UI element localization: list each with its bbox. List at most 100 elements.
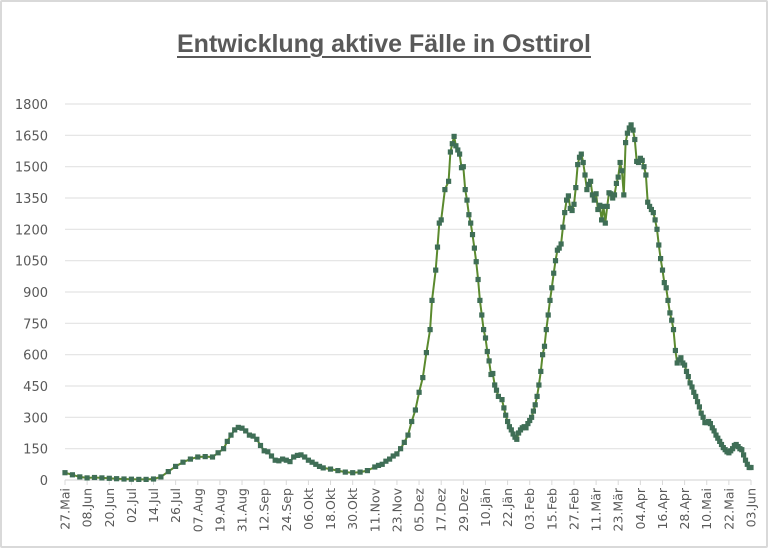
data-marker [654,226,660,232]
data-marker [276,458,282,464]
data-marker [173,463,179,469]
data-marker [202,454,208,460]
x-tick-label: 22.Jän [500,488,515,527]
data-marker [560,224,566,230]
x-tick-label: 11.Mär [589,487,604,531]
x-tick-label: 12.Sep [257,488,272,532]
data-marker [730,446,736,452]
data-marker [232,427,238,433]
data-marker [693,393,699,399]
y-tick-label: 1650 [15,129,48,144]
data-marker [383,458,389,464]
data-marker [685,374,691,380]
x-tick-label: 10.Jän [478,488,493,527]
data-marker [320,465,326,471]
data-marker [209,454,216,460]
data-marker [294,452,300,458]
data-marker [742,457,749,463]
data-marker [287,459,293,465]
data-marker [268,453,275,459]
data-marker [235,424,241,430]
data-marker [357,469,363,475]
data-marker [650,210,656,216]
data-marker [556,245,562,251]
data-marker [305,457,311,463]
data-marker [316,463,323,469]
data-marker [663,285,669,291]
data-marker [689,384,695,390]
data-marker [462,187,468,193]
series-line [64,123,751,481]
data-marker [143,476,149,482]
y-tick-label: 150 [23,443,48,458]
data-marker [265,449,271,455]
data-marker [565,193,571,199]
x-tick-label: 04.Apr [633,487,648,529]
data-marker [327,466,334,472]
x-tick-label: 14.Jul [146,488,161,523]
data-marker [254,436,260,442]
x-tick-label: 07.Aug [190,488,205,532]
data-marker [228,432,234,438]
data-marker [647,203,653,209]
data-marker [446,178,452,184]
y-tick-label: 1050 [15,255,48,270]
data-marker [547,297,553,303]
data-marker [466,212,472,218]
data-marker [588,178,594,184]
data-marker [350,470,356,476]
data-marker [427,327,433,333]
x-axis: 27.Mai 08.Jun 20.Jun 02.Jul 14.Jul 26.Jul 07.A… [58,479,759,532]
y-axis: 0 150 300 450 600 750 900 1050 1200 1350 1500 1650 1… [15,98,48,489]
data-marker [586,181,592,187]
data-marker [678,355,684,361]
data-marker [536,382,542,388]
data-marker [529,414,535,420]
data-marker [416,389,422,395]
data-marker [573,185,579,191]
data-marker [508,427,514,433]
data-marker [516,430,522,436]
data-marker [641,164,647,170]
data-marker [420,375,426,381]
data-marker [645,199,651,205]
gridlines [65,103,751,450]
data-marker [280,456,286,462]
data-marker [379,461,385,467]
data-marker [687,380,693,386]
data-marker [302,454,308,460]
data-marker [128,476,134,482]
x-tick-label: 27.Feb [566,488,581,530]
data-marker [471,245,477,251]
data-marker [582,172,588,178]
data-marker [505,418,511,425]
data-marker [576,154,583,160]
data-marker [624,130,630,136]
data-marker [91,474,98,481]
data-marker [580,159,586,166]
data-marker [530,408,536,414]
y-tick-label: 1800 [15,98,48,113]
x-tick-label: 11.Nov [367,487,382,532]
data-marker [584,187,590,193]
data-marker [493,387,500,393]
x-tick-label: 26.Jul [168,488,183,523]
data-marker [694,399,701,405]
data-marker [599,217,605,223]
data-marker [261,448,267,454]
data-marker [717,438,723,444]
data-marker [652,217,658,223]
data-marker [313,461,319,467]
data-marker [696,404,702,410]
data-marker [615,174,621,180]
data-marker [364,468,370,474]
data-marker [658,256,664,262]
data-marker [224,438,230,444]
data-marker [543,327,549,333]
data-marker [429,297,435,303]
data-marker [617,159,623,166]
data-marker [409,418,415,425]
data-marker [451,133,457,139]
data-marker [667,310,673,316]
